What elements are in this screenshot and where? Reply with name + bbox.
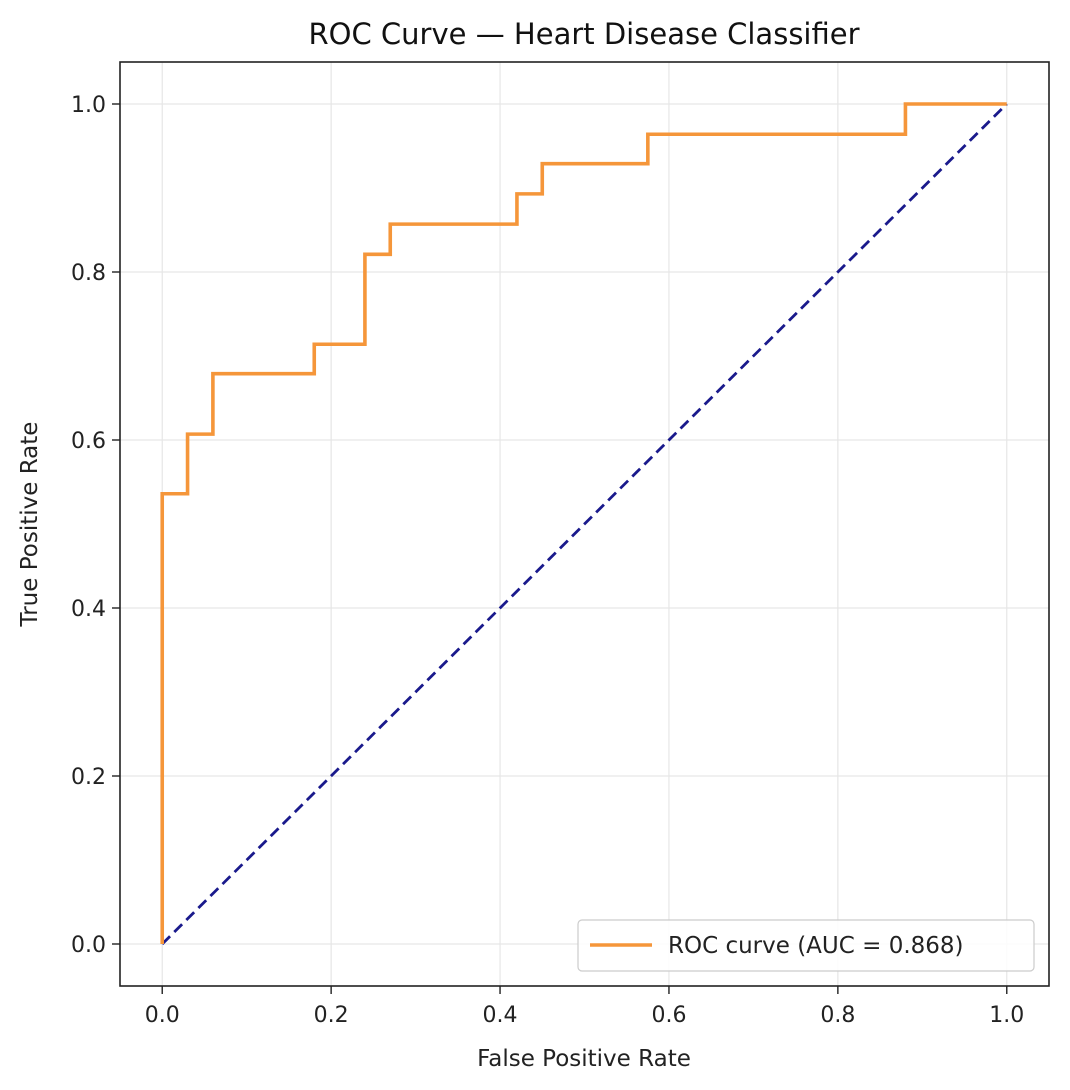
x-tick-label: 0.8 [820, 1003, 855, 1028]
chance-diagonal-line [161, 103, 1008, 945]
ticks-layer: 0.0 0.2 0.4 0.6 0.8 1.0 0.0 0.2 0.4 0.6 0.8 1.0 [71, 93, 1024, 1028]
plot-frame [119, 61, 1050, 987]
chart-title: ROC Curve — Heart Disease Classifier [308, 17, 859, 51]
roc-curve-line [160, 102, 1007, 944]
x-tick-label: 1.0 [989, 1003, 1024, 1028]
legend: ROC curve (AUC = 0.868) [577, 919, 1035, 972]
legend-box [577, 919, 1035, 972]
y-tick-label: 0.8 [71, 261, 106, 286]
y-tick-label: 0.6 [71, 429, 106, 454]
x-tick-label: 0.2 [314, 1003, 349, 1028]
x-tick-label: 0.4 [483, 1003, 518, 1028]
y-tick-label: 0.2 [71, 765, 106, 790]
y-axis-title: True Positive Rate [17, 422, 43, 628]
x-tick-label: 0.0 [145, 1003, 180, 1028]
legend-label-roc-curve: ROC curve (AUC = 0.868) [668, 933, 964, 959]
y-tick-label: 1.0 [71, 93, 106, 118]
x-axis-title: False Positive Rate [477, 1046, 691, 1072]
y-tick-label: 0.4 [71, 597, 106, 622]
grid-layer [120, 62, 1049, 986]
y-tick-label: 0.0 [71, 933, 106, 958]
x-tick-label: 0.6 [651, 1003, 686, 1028]
series-layer [160, 102, 1008, 945]
